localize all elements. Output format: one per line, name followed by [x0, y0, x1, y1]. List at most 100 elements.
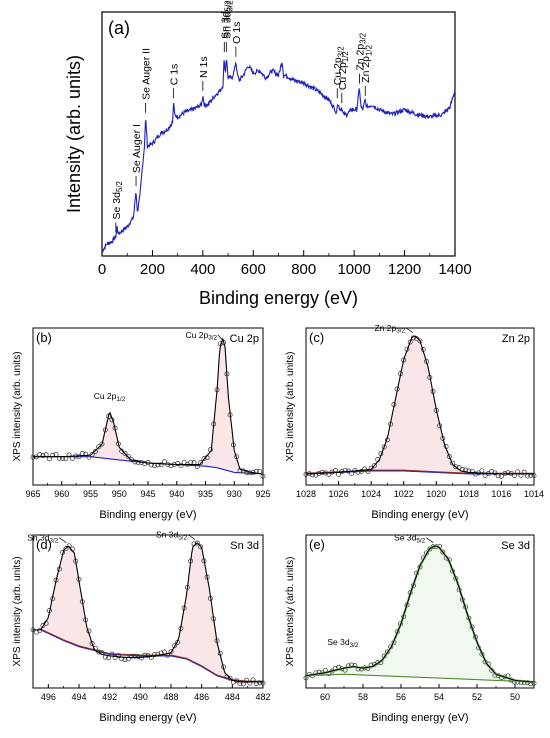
x-tick-label: 1400 [438, 261, 471, 278]
peak-label: Sn 3d5/2 [156, 530, 188, 542]
data-point [40, 453, 46, 459]
panel-title: Cu 2p [230, 333, 259, 345]
data-point [492, 470, 498, 476]
data-point [132, 653, 138, 659]
x-tick-label: 1000 [337, 261, 370, 278]
data-point [472, 471, 478, 477]
peak-label: C 1s [169, 64, 181, 86]
data-point [89, 641, 95, 646]
data-point [466, 468, 472, 474]
x-tick-label: 965 [25, 489, 40, 499]
data-point [115, 653, 121, 659]
panel-letter: (b) [36, 330, 52, 345]
x-axis-label: Binding energy (eV) [99, 509, 196, 521]
panel-letter: (e) [309, 537, 325, 552]
data-point [40, 623, 46, 628]
x-tick-label: 1018 [459, 489, 479, 499]
peak-label: Se Auger II [141, 48, 153, 100]
peak-label: Zn 2p1/2 [360, 45, 373, 83]
panel-letter: (c) [309, 330, 324, 345]
peak-label: Zn 2p3/2 [354, 33, 367, 71]
data-point [342, 467, 348, 473]
data-point [92, 449, 98, 454]
component-fill [306, 336, 534, 474]
data-point [178, 463, 184, 469]
x-tick-label: 400 [190, 261, 215, 278]
panel-title: Se 3d [501, 540, 530, 552]
panel-letter: (a) [108, 18, 130, 38]
survey-spectrum-line [101, 60, 456, 253]
data-point [194, 540, 200, 546]
x-tick-label: 925 [255, 489, 270, 499]
peak-leader-line [187, 534, 196, 540]
x-tick-label: 960 [54, 489, 69, 499]
data-point [122, 450, 128, 456]
x-tick-label: 494 [71, 692, 86, 702]
data-point [244, 470, 250, 475]
x-tick-label: 945 [140, 489, 155, 499]
data-point [125, 453, 131, 459]
data-point [260, 680, 266, 686]
x-tick-label: 52 [472, 692, 482, 702]
data-point [158, 462, 164, 468]
panel-1: 965 960 955 950 945 940 935 930 925 Binding energ… [12, 327, 271, 521]
data-point [201, 456, 207, 462]
data-point [427, 546, 433, 552]
y-axis-label: Intensity (arb. units) [64, 55, 84, 213]
x-tick-label: 1028 [296, 489, 316, 499]
data-point [125, 656, 131, 662]
x-tick-label: 486 [194, 692, 209, 702]
x-tick-label: 56 [396, 692, 406, 702]
peak-leader-line [405, 327, 414, 334]
x-tick-label: 600 [241, 261, 266, 278]
panel-3: 496 494 492 490 488 486 484 482 Binding energy (… [12, 530, 271, 724]
data-point [440, 549, 446, 555]
x-tick-label: 60 [320, 692, 330, 702]
data-point [142, 461, 148, 467]
peak-label: Zn 2p3/2 [375, 323, 406, 335]
data-point [407, 339, 413, 345]
x-tick-label: 950 [112, 489, 127, 499]
x-tick-label: 1022 [394, 489, 414, 499]
data-point [76, 454, 82, 460]
peak-label: O 1s [231, 22, 243, 44]
peak-label: Se 3d5/2 [111, 181, 124, 219]
panel-0: 0 200 400 600 800 1000 1200 1400 Binding energy … [64, 1, 472, 308]
peak-label: Sn 3d5/2 [219, 1, 232, 39]
x-tick-label: 800 [291, 261, 316, 278]
data-point [417, 338, 423, 344]
fit-envelope-line [33, 542, 263, 683]
x-tick-label: 200 [140, 261, 165, 278]
peak-leader-line [59, 537, 67, 543]
x-axis-label: Binding energy (eV) [199, 288, 358, 308]
x-tick-label: 492 [102, 692, 117, 702]
x-tick-label: 1200 [388, 261, 421, 278]
panel-title: Zn 2p [502, 333, 530, 345]
x-tick-label: 935 [198, 489, 213, 499]
peak-label: Se 3d3/2 [327, 637, 359, 649]
data-point [37, 628, 43, 634]
data-point [50, 452, 56, 458]
data-point [358, 468, 364, 474]
data-point [63, 546, 69, 552]
y-axis-label: XPS intensity (arb. units) [12, 556, 23, 666]
peak-leader-line [425, 537, 434, 543]
data-point [469, 468, 475, 474]
panel-letter: (d) [36, 537, 52, 552]
data-point [512, 473, 517, 478]
data-point [518, 472, 524, 478]
background-line [305, 673, 531, 683]
plot-frame [32, 534, 264, 689]
data-point [227, 675, 233, 681]
data-point [132, 459, 138, 465]
peak-label: Cu 2p3/2 [186, 330, 218, 342]
data-point [175, 461, 181, 466]
peak-label: Sn 3d3/2 [221, 1, 234, 39]
data-point [148, 654, 154, 660]
data-point [66, 452, 72, 458]
data-point [155, 462, 161, 468]
panel-4: 60 58 56 54 52 50 Binding energy (eV) XPS inten… [285, 533, 537, 724]
y-axis-label: XPS intensity (arb. units) [285, 556, 296, 666]
data-point [198, 460, 204, 466]
data-point [453, 464, 459, 470]
